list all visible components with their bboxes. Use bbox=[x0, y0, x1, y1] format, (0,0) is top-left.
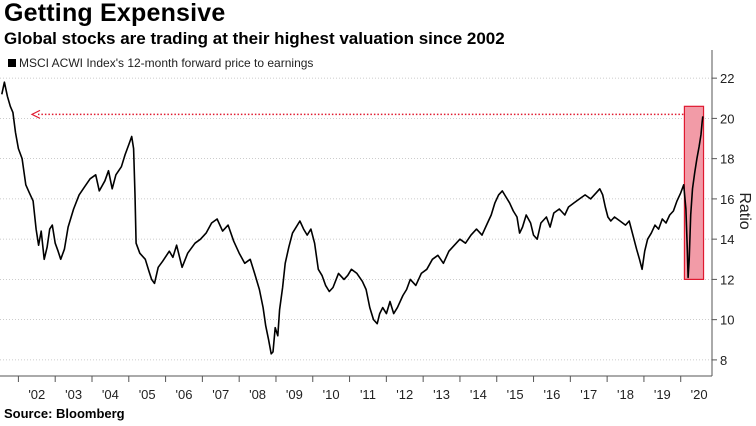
x-tick-label-09: '09 bbox=[286, 387, 303, 402]
chart-title: Getting Expensive bbox=[4, 0, 226, 27]
series-layer bbox=[1, 81, 704, 355]
x-tick-label-10: '10 bbox=[323, 387, 340, 402]
y-axis-label: Ratio bbox=[736, 192, 753, 229]
legend: MSCI ACWI Index's 12-month forward price… bbox=[6, 55, 313, 73]
y-tick-label-20: 20 bbox=[720, 111, 734, 126]
y-tick-label-16: 16 bbox=[720, 192, 734, 207]
x-tick-label-20: '20 bbox=[691, 387, 708, 402]
source-note: Source: Bloomberg bbox=[4, 406, 125, 421]
x-tick-label-19: '19 bbox=[654, 387, 671, 402]
legend-swatch bbox=[8, 59, 16, 67]
axes: 8 10 12 14 16 18 20 22 '02 '03 '04 '05 '06 '07 '08 '09 '… bbox=[0, 50, 734, 402]
legend-label: MSCI ACWI Index's 12-month forward price… bbox=[19, 56, 313, 70]
x-tick-label-02: '02 bbox=[28, 387, 45, 402]
x-tick-label-12: '12 bbox=[396, 387, 413, 402]
x-tick-label-17: '17 bbox=[580, 387, 597, 402]
series-line-0 bbox=[1, 81, 704, 355]
y-tick-label-8: 8 bbox=[720, 353, 727, 368]
chart-subtitle: Global stocks are trading at their highe… bbox=[4, 29, 505, 48]
x-tick-label-16: '16 bbox=[543, 387, 560, 402]
x-tick-label-14: '14 bbox=[470, 387, 487, 402]
x-tick-label-11: '11 bbox=[360, 387, 376, 402]
x-tick-label-05: '05 bbox=[139, 387, 156, 402]
x-tick-label-07: '07 bbox=[212, 387, 229, 402]
y-tick-label-10: 10 bbox=[720, 313, 734, 328]
x-tick-label-08: '08 bbox=[249, 387, 266, 402]
y-tick-label-22: 22 bbox=[720, 71, 734, 86]
x-tick-label-13: '13 bbox=[433, 387, 450, 402]
y-tick-label-12: 12 bbox=[720, 272, 734, 287]
x-tick-label-03: '03 bbox=[65, 387, 82, 402]
x-tick-label-04: '04 bbox=[102, 387, 119, 402]
y-tick-label-18: 18 bbox=[720, 152, 734, 167]
x-tick-label-06: '06 bbox=[176, 387, 193, 402]
arrow-head bbox=[30, 109, 41, 119]
x-tick-label-18: '18 bbox=[617, 387, 634, 402]
grid-lines bbox=[0, 77, 712, 361]
x-tick-label-15: '15 bbox=[507, 387, 524, 402]
legend-background bbox=[6, 55, 306, 73]
arrow-annotation bbox=[30, 109, 684, 119]
y-tick-label-14: 14 bbox=[720, 232, 734, 247]
